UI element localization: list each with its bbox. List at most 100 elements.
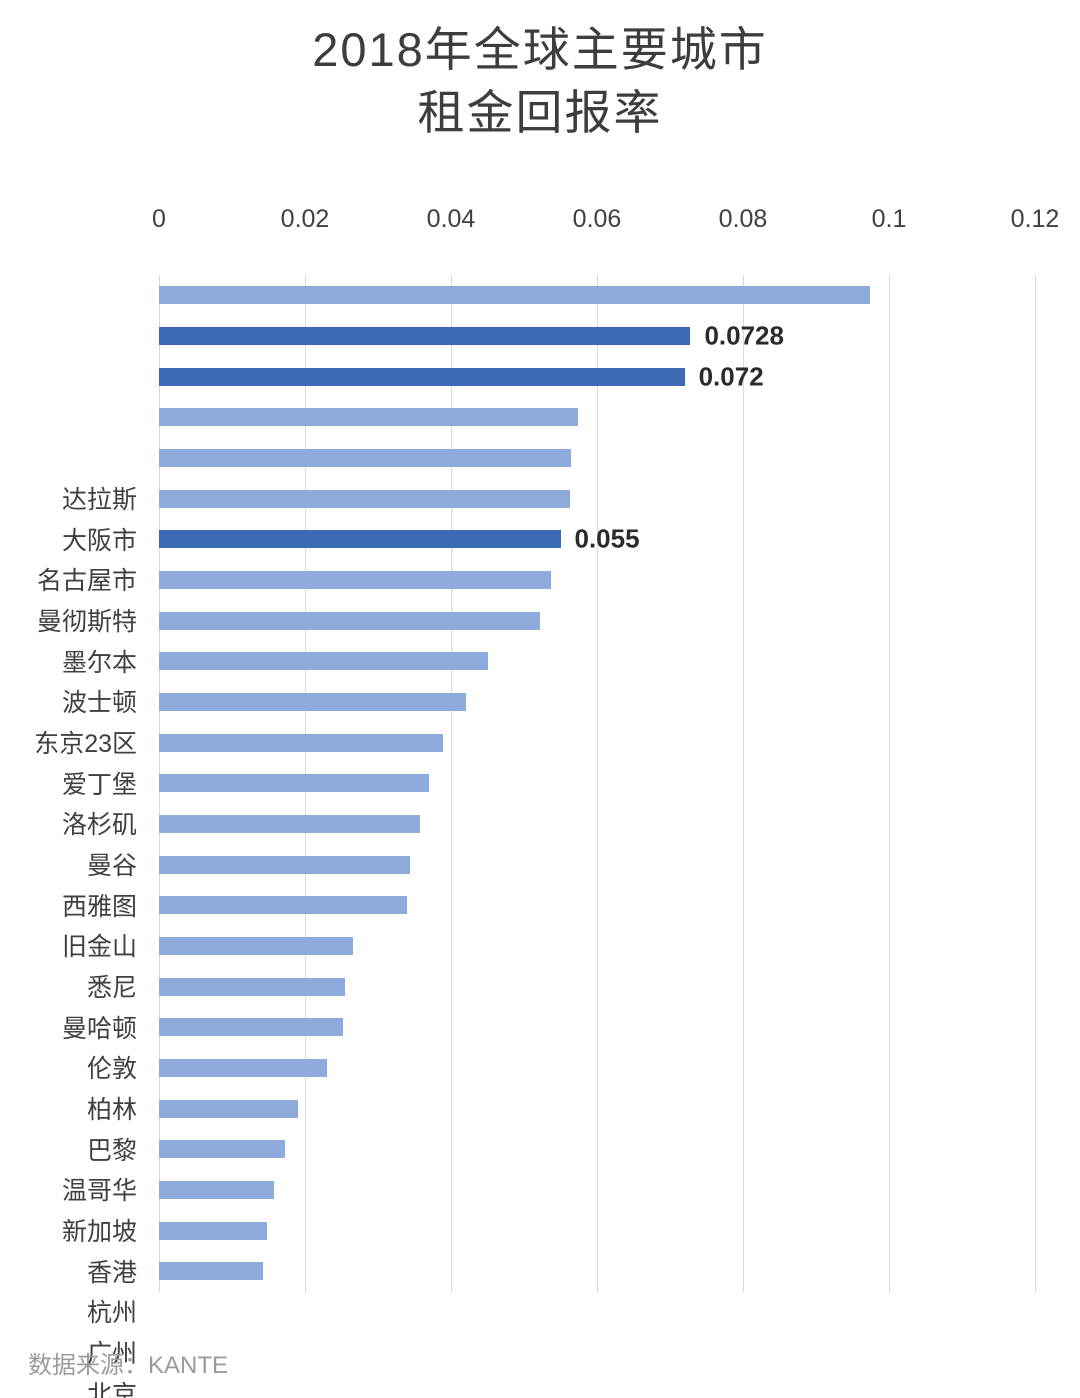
bar[interactable] (159, 530, 561, 549)
category-label: 香港 (86, 1258, 137, 1287)
category-row: 曼彻斯特 (0, 602, 149, 643)
bar-row (159, 1007, 1035, 1048)
category-label: 旧金山 (61, 933, 137, 962)
category-label: 墨尔本 (61, 648, 137, 677)
category-label: 西雅图 (61, 892, 137, 921)
bar-row (159, 1210, 1035, 1251)
category-label: 柏林 (86, 1095, 137, 1124)
category-row: 香港 (0, 1253, 149, 1294)
bar-row (159, 397, 1035, 438)
bar-row (159, 804, 1035, 845)
title-line-1: 2018年全球主要城市 (312, 23, 768, 76)
bar[interactable] (159, 327, 691, 345)
bar-row (159, 966, 1035, 1007)
category-label: 北京 (86, 1380, 137, 1398)
x-tick-label: 0.04 (426, 205, 476, 233)
category-label: 杭州 (86, 1299, 137, 1328)
category-label: 广州 (86, 1339, 137, 1368)
bar[interactable] (159, 408, 579, 427)
bar[interactable] (159, 1059, 327, 1078)
x-axis-tick-labels: 0 0.02 0.04 0.06 0.08 0.1 0.12 (0, 205, 1080, 255)
bar[interactable] (159, 733, 443, 752)
category-row: 杭州 (0, 1293, 149, 1334)
category-row: 东京23区 (0, 724, 149, 765)
bar[interactable] (159, 449, 571, 468)
gridline (597, 275, 598, 1292)
bar[interactable] (159, 571, 551, 590)
x-tick-label: 0 (152, 205, 166, 233)
category-row: 温哥华 (0, 1171, 149, 1212)
category-label: 曼哈顿 (61, 1014, 137, 1043)
category-label: 巴黎 (86, 1136, 137, 1165)
bar-row (159, 763, 1035, 804)
bar-row (159, 682, 1035, 723)
category-label: 悉尼 (86, 973, 137, 1002)
category-label: 东京23区 (34, 729, 137, 758)
x-tick-label: 0.1 (871, 205, 907, 233)
bar-row: 0.0728 (159, 316, 1035, 357)
title-line-2: 租金回报率 (417, 86, 663, 139)
gridline (1035, 275, 1036, 1292)
bar[interactable] (159, 774, 430, 793)
category-label: 曼谷 (86, 851, 137, 880)
category-row: 墨尔本 (0, 643, 149, 684)
category-label: 大阪市 (61, 526, 137, 555)
category-label: 名古屋市 (36, 567, 137, 596)
category-row: 巴黎 (0, 1131, 149, 1172)
category-row: 名古屋市 (0, 561, 149, 602)
bar-chart: 0 0.02 0.04 0.06 0.08 0.1 0.12 0.0728 0.072 0.05… (0, 205, 1080, 1398)
category-row: 旧金山 (0, 927, 149, 968)
category-label: 温哥华 (61, 1177, 137, 1206)
category-label: 曼彻斯特 (36, 607, 137, 636)
bar[interactable] (159, 1221, 268, 1240)
category-row: 广州 (0, 1334, 149, 1375)
bar-row (159, 600, 1035, 641)
bar-rows: 0.0728 0.072 0.055 (159, 275, 1035, 1292)
bar[interactable] (159, 367, 685, 386)
bar[interactable] (159, 652, 489, 671)
category-row: 伦敦 (0, 1049, 149, 1090)
category-label: 爱丁堡 (61, 770, 137, 799)
bar[interactable] (159, 1262, 264, 1281)
bar[interactable] (159, 977, 346, 996)
category-row: 西雅图 (0, 887, 149, 928)
bar[interactable] (159, 286, 871, 305)
bar-row (159, 722, 1035, 763)
x-tick-label: 0.02 (280, 205, 330, 233)
bar-row (159, 1048, 1035, 1089)
bar-value-label: 0.055 (574, 523, 640, 554)
bar[interactable] (159, 1099, 298, 1118)
bar-row (159, 1251, 1035, 1292)
bar-value-label: 0.0728 (704, 320, 784, 351)
bar[interactable] (159, 1181, 275, 1200)
category-label: 新加坡 (61, 1217, 137, 1246)
bar-row (159, 885, 1035, 926)
bar[interactable] (159, 1140, 286, 1159)
category-row: 曼谷 (0, 846, 149, 887)
gridline (889, 275, 890, 1292)
bar[interactable] (159, 1018, 343, 1037)
bar[interactable] (159, 896, 408, 915)
category-row: 波士顿 (0, 683, 149, 724)
category-row: 大阪市 (0, 521, 149, 562)
plot-area: 0.0728 0.072 0.055 (159, 275, 1036, 1292)
category-label: 洛杉矶 (61, 811, 137, 840)
gridline (743, 275, 744, 1292)
bar[interactable] (159, 611, 541, 630)
x-tick-label: 0.08 (718, 205, 768, 233)
bar-row (159, 844, 1035, 885)
page-title: 2018年全球主要城市 租金回报率 (0, 18, 1080, 144)
bar[interactable] (159, 855, 411, 874)
bar-value-label: 0.072 (698, 361, 764, 392)
bar[interactable] (159, 815, 421, 834)
bar[interactable] (159, 489, 570, 508)
category-row: 悉尼 (0, 968, 149, 1009)
bar[interactable] (159, 937, 354, 956)
bar-row (159, 560, 1035, 601)
bar-row (159, 1170, 1035, 1211)
category-label: 波士顿 (61, 689, 137, 718)
bar[interactable] (159, 693, 467, 712)
bar-row (159, 438, 1035, 479)
bar-row (159, 1129, 1035, 1170)
